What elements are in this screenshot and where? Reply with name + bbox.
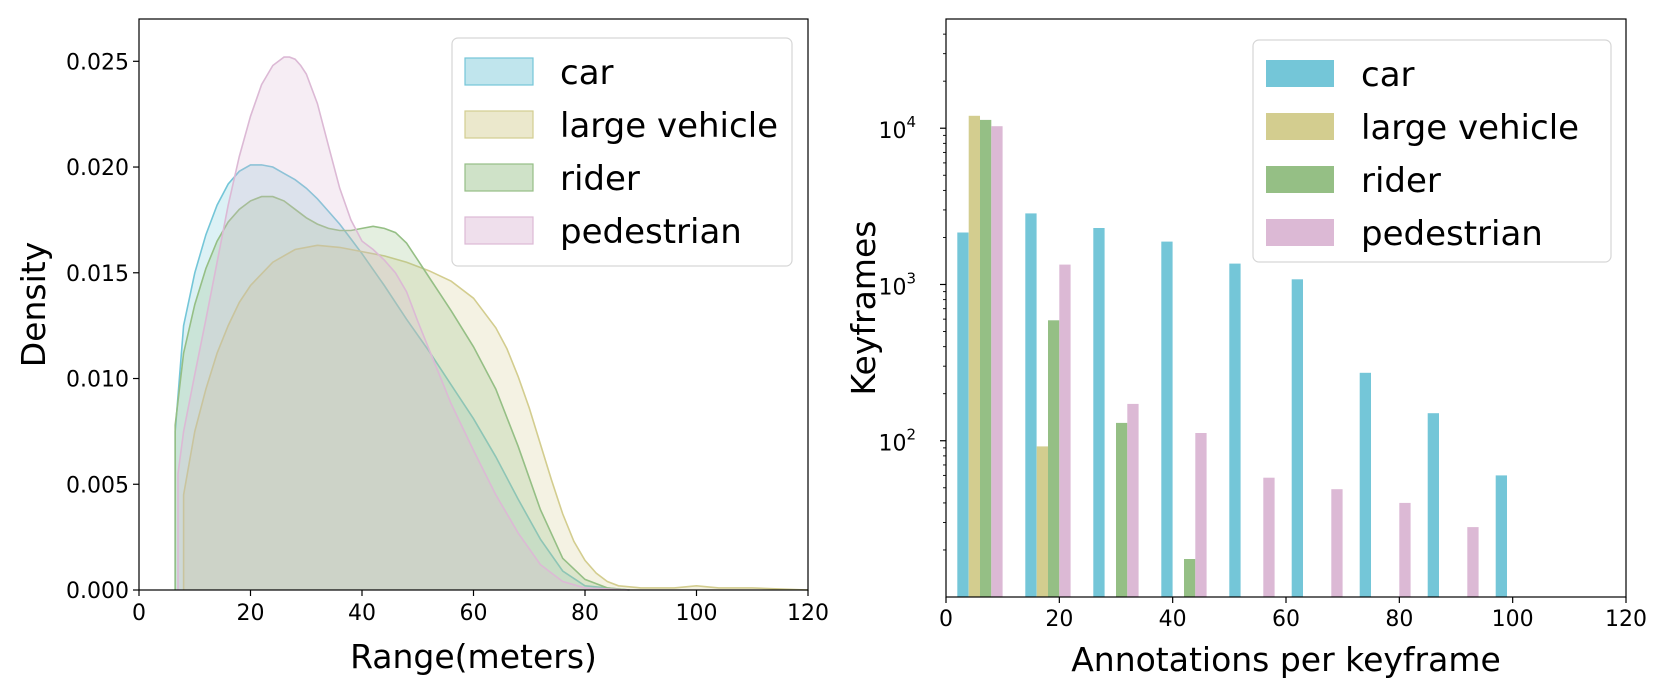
legend-box xyxy=(1252,39,1612,263)
bar-rider xyxy=(980,119,992,598)
bar-large-vehicle xyxy=(968,115,980,598)
histogram-y-tick-label: 103 xyxy=(878,269,916,300)
density-line-car xyxy=(174,164,630,591)
bar-pedestrian xyxy=(1127,403,1139,597)
bar-rider xyxy=(1116,422,1128,597)
density-y-tick-label: 0.000 xyxy=(66,579,129,604)
density-x-tick-label: 60 xyxy=(460,601,488,626)
density-areas xyxy=(174,56,809,591)
histogram-x-tick-label: 0 xyxy=(939,607,953,632)
legend-swatch-car xyxy=(464,57,534,86)
density-y-tick-label: 0.020 xyxy=(66,156,129,181)
density-x-tick-label: 120 xyxy=(787,601,829,626)
density-y-tick-label: 0.005 xyxy=(66,473,129,498)
legend-swatch-car xyxy=(1266,60,1334,87)
tick-base: 10 xyxy=(878,275,906,300)
density-area-rider xyxy=(175,196,630,590)
histogram-x-tick-label: 60 xyxy=(1272,607,1300,632)
legend-label-pedestrian: pedestrian xyxy=(1361,214,1543,254)
histogram-x-tick-label: 20 xyxy=(1045,607,1073,632)
histogram-y-tick-label: 102 xyxy=(878,426,916,457)
histogram-legend: car large vehicle rider pedestrian xyxy=(1252,39,1612,263)
density-legend: car large vehicle rider pedestrian xyxy=(451,37,793,267)
density-x-tick-label: 100 xyxy=(676,601,718,626)
bar-rider xyxy=(1184,559,1196,597)
legend-label-rider: rider xyxy=(560,159,640,199)
density-line-rider xyxy=(174,195,630,591)
density-x-axis-title: Range(meters) xyxy=(350,637,597,676)
histogram-y-tick-label: 104 xyxy=(878,113,916,144)
legend-label-pedestrian: pedestrian xyxy=(560,212,742,252)
density-y-tick-label: 0.010 xyxy=(66,368,129,393)
density-chart: 0 20 40 60 80 100 120 0.000 0.005 0.010 0.015 0.02… xyxy=(14,18,829,676)
legend-swatch-pedestrian xyxy=(464,216,534,245)
density-x-tick-label: 0 xyxy=(132,601,146,626)
bar-car xyxy=(1161,241,1173,597)
tick-base: 10 xyxy=(878,119,906,144)
bar-car xyxy=(1427,413,1439,597)
bar-car xyxy=(957,232,969,597)
histogram-x-tick-label: 40 xyxy=(1159,607,1187,632)
legend-box xyxy=(451,37,793,267)
tick-exponent: 3 xyxy=(906,269,916,287)
legend-swatch-large-vehicle xyxy=(464,110,534,139)
density-area-car xyxy=(175,164,630,590)
density-y-ticks: 0.000 0.005 0.010 0.015 0.020 0.025 xyxy=(66,50,139,604)
bar-pedestrian xyxy=(1059,264,1071,597)
legend-label-car: car xyxy=(1361,55,1415,95)
density-area-large-vehicle xyxy=(183,245,809,591)
legend-swatch-rider xyxy=(1266,166,1334,193)
density-x-tick-label: 20 xyxy=(237,601,265,626)
legend-label-large-vehicle: large vehicle xyxy=(1361,108,1579,148)
density-area-pedestrian xyxy=(178,57,630,591)
tick-exponent: 4 xyxy=(906,113,916,131)
legend-swatch-pedestrian xyxy=(1266,219,1334,246)
density-y-tick-label: 0.025 xyxy=(66,50,129,75)
bar-car xyxy=(1025,213,1037,597)
legend-swatch-rider xyxy=(464,163,534,192)
bar-pedestrian xyxy=(1399,502,1411,597)
histogram-x-axis-title: Annotations per keyframe xyxy=(1071,640,1501,679)
bar-rider xyxy=(1048,320,1060,597)
histogram-x-tick-label: 80 xyxy=(1385,607,1413,632)
histogram-x-ticks: 0 20 40 60 80 100 120 xyxy=(939,597,1647,632)
legend-swatch-large-vehicle xyxy=(1266,113,1334,140)
histogram-x-tick-label: 120 xyxy=(1605,607,1647,632)
bar-pedestrian xyxy=(1467,527,1479,597)
legend-label-large-vehicle: large vehicle xyxy=(560,106,778,146)
bar-car xyxy=(1359,372,1371,597)
bar-car xyxy=(1291,279,1303,597)
histogram-bars xyxy=(957,115,1507,598)
bar-pedestrian xyxy=(1195,433,1207,597)
density-line-pedestrian xyxy=(177,56,630,591)
bar-pedestrian xyxy=(991,126,1003,597)
density-x-ticks: 0 20 40 60 80 100 120 xyxy=(132,590,829,626)
bar-car xyxy=(1495,475,1507,597)
tick-exponent: 2 xyxy=(906,426,916,444)
legend-label-rider: rider xyxy=(1361,161,1441,201)
legend-label-car: car xyxy=(560,53,614,93)
histogram-x-tick-label: 100 xyxy=(1492,607,1534,632)
density-x-tick-label: 40 xyxy=(348,601,376,626)
bar-car xyxy=(1229,263,1241,597)
bar-large-vehicle xyxy=(1036,446,1048,597)
density-y-tick-label: 0.015 xyxy=(66,262,129,287)
density-line-large-vehicle xyxy=(182,244,809,591)
bar-pedestrian xyxy=(1263,477,1275,597)
tick-base: 10 xyxy=(878,432,906,457)
bar-pedestrian xyxy=(1331,489,1343,597)
bar-car xyxy=(1093,228,1105,597)
histogram-y-axis-title: Keyframes xyxy=(844,221,883,396)
density-y-axis-title: Density xyxy=(14,242,53,367)
density-x-tick-label: 80 xyxy=(571,601,599,626)
